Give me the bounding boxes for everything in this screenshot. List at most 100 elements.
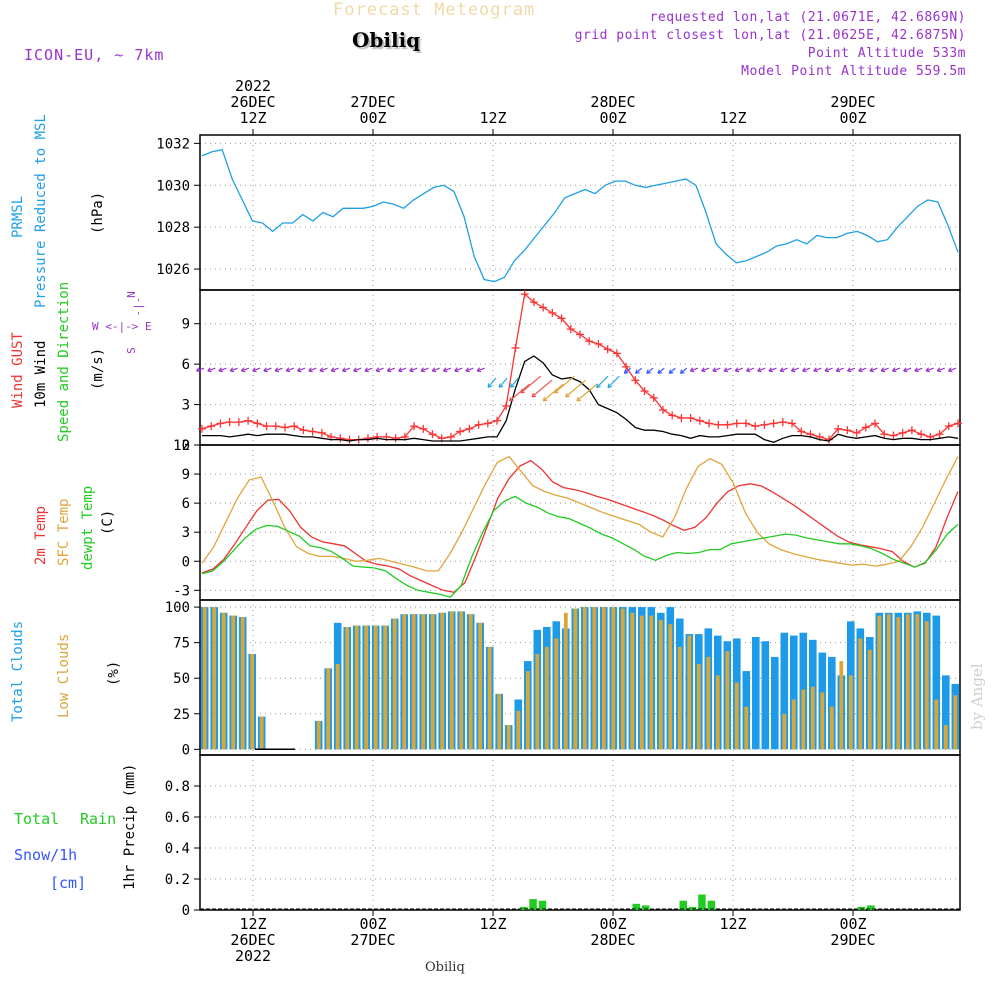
wind-arrow-head xyxy=(442,367,447,372)
bottom-time-label-line xyxy=(813,948,893,964)
low-cloud-bar xyxy=(212,607,217,750)
wind-arrow-head xyxy=(240,367,245,372)
compass-ns-line: -|- xyxy=(131,296,145,317)
top-time-label: 27DEC 00Z xyxy=(333,78,413,126)
wind-arrow-head xyxy=(596,383,599,388)
wind-arrow-shaft xyxy=(847,367,856,372)
wind-arrow xyxy=(824,367,833,373)
low-cloud-bar xyxy=(848,675,853,750)
gust-marker xyxy=(465,424,474,433)
low-cloud-bar xyxy=(402,614,407,750)
wind-arrow-shaft xyxy=(387,367,396,372)
gust-marker xyxy=(603,345,612,354)
panel-pressure: 1026 1028 1030 1032 xyxy=(156,134,961,291)
total-rain-label-total: Total xyxy=(14,810,60,828)
series-line xyxy=(201,292,959,441)
wind-arrow xyxy=(454,367,463,373)
wind-arrow xyxy=(364,367,373,373)
gust-marker xyxy=(345,435,354,444)
gust-marker xyxy=(308,427,317,436)
wind-arrow-shaft xyxy=(646,367,654,374)
low-cloud-bar xyxy=(383,625,388,750)
low-cloud-bar xyxy=(810,686,815,750)
wind-arrow xyxy=(341,367,351,373)
gust-marker xyxy=(668,411,677,420)
wind-arrow-head xyxy=(657,369,660,374)
top-time-label: 28DEC 00Z xyxy=(573,78,653,126)
wind-arrow-head xyxy=(398,367,402,372)
low-cloud-bar xyxy=(791,699,796,750)
wind-arrow-shaft xyxy=(836,367,844,372)
low-cloud-bar xyxy=(525,671,530,750)
low-cloud-bar xyxy=(915,614,920,750)
gust-marker xyxy=(612,349,621,358)
ytick-label: 12 xyxy=(173,438,190,454)
wind-arrow-head xyxy=(207,367,211,372)
low-cloud-bar xyxy=(630,612,635,750)
wind-arrow-shaft xyxy=(903,367,912,372)
bottom-time-label-line xyxy=(333,948,413,964)
wind-arrow xyxy=(520,375,542,394)
low-cloud-bar xyxy=(905,614,910,750)
wind-arrow-shaft xyxy=(914,367,923,372)
wind-arrow-shaft xyxy=(668,367,676,374)
wind-arrow xyxy=(936,367,945,373)
wind-arrow xyxy=(723,367,732,373)
ytick-label: 0 xyxy=(182,742,190,758)
bottom-time-label-line: 2022 xyxy=(234,947,272,965)
wind-arrow xyxy=(607,375,620,389)
wind-arrow-shaft xyxy=(925,367,934,372)
ytick-label: 25 xyxy=(173,707,190,723)
gust-marker xyxy=(317,428,326,437)
gust-marker xyxy=(797,427,806,436)
gust-marker xyxy=(419,424,428,433)
low-cloud-bar xyxy=(658,619,663,750)
wind-arrow xyxy=(285,367,294,373)
wind-arrow-shaft xyxy=(286,367,294,372)
chart-title: Forecast Meteogram xyxy=(333,0,536,20)
wind-arrow-shaft xyxy=(565,379,586,398)
wind-arrow xyxy=(431,367,440,373)
wind-arrow xyxy=(274,367,283,373)
wind-arrow xyxy=(542,383,564,402)
wind-arrow xyxy=(252,367,261,373)
wind-arrow-head xyxy=(319,367,323,372)
wind-arrow-shaft xyxy=(690,367,699,372)
ytick-label: 0 xyxy=(182,438,190,454)
gust-marker xyxy=(280,423,289,432)
wind-arrow xyxy=(498,377,508,388)
low-cloud-bar xyxy=(421,614,426,750)
ytick-label: 0.6 xyxy=(165,810,190,826)
bottom-time-label-line: 12Z xyxy=(479,915,507,933)
bottom-time-label-line xyxy=(693,932,773,948)
bottom-time-label: 12Z 26DEC 2022 xyxy=(213,916,293,964)
series-line xyxy=(201,148,959,283)
gust-marker xyxy=(843,426,852,435)
wind-arrow xyxy=(790,367,800,373)
total-cloud-bar xyxy=(771,656,779,750)
wind-arrow-shaft xyxy=(948,367,957,372)
wind-arrow xyxy=(375,367,384,373)
gust-marker xyxy=(649,393,658,402)
low-cloud-bar xyxy=(715,675,720,750)
bottom-time-label: 00Z 28DEC xyxy=(573,916,653,964)
gust-marker xyxy=(207,422,216,431)
clouds-unit: (%) xyxy=(106,660,122,686)
wind-arrow-shaft xyxy=(596,375,609,388)
series-line xyxy=(201,459,959,593)
gust-marker xyxy=(483,419,492,428)
gust-marker xyxy=(557,314,566,323)
wind-arrow-shaft xyxy=(869,367,878,372)
gust-marker xyxy=(917,430,926,439)
wind-arrow-shaft xyxy=(342,367,351,372)
bottom-time-label: 00Z 27DEC xyxy=(333,916,413,964)
ytick-label: 9 xyxy=(182,467,190,483)
gust-marker xyxy=(751,422,760,431)
low-cloud-bar xyxy=(430,614,435,750)
low-cloud-bar xyxy=(231,615,236,750)
wind-arrow-head xyxy=(576,396,579,402)
gust-marker xyxy=(944,422,953,431)
low-cloud-bar xyxy=(896,617,901,750)
wind-arrow-shaft xyxy=(802,367,811,372)
low-cloud-bar xyxy=(886,614,891,750)
